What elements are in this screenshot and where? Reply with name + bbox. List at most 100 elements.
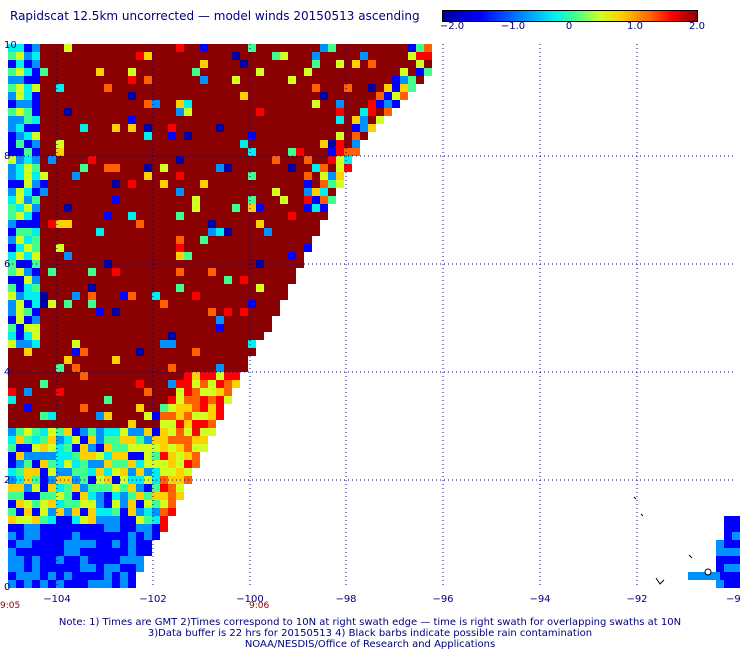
lat-label: 10 (4, 40, 17, 51)
swath-cell (288, 92, 296, 100)
swath-cell (240, 324, 248, 332)
swath-cell (8, 236, 16, 244)
swath-cell (48, 212, 56, 220)
swath-cell (192, 92, 200, 100)
swath-cell (224, 156, 232, 164)
swath-cell (16, 44, 24, 52)
swath-cell (64, 508, 72, 516)
swath-cell (336, 180, 344, 188)
swath-cell (88, 132, 96, 140)
swath-cell (208, 268, 216, 276)
swath-cell (152, 340, 160, 348)
swath-cell (96, 316, 104, 324)
swath-cell (72, 196, 80, 204)
swath-cell (64, 220, 72, 228)
swath-cell (16, 316, 24, 324)
swath-cell (88, 332, 96, 340)
swath-cell (120, 132, 128, 140)
swath-cell (128, 60, 136, 68)
swath-cell (64, 148, 72, 156)
swath-cell (232, 316, 240, 324)
swath-cell (144, 108, 152, 116)
swath-cell (24, 196, 32, 204)
swath-cell (104, 164, 112, 172)
swath-cell (24, 204, 32, 212)
coastline (633, 496, 712, 585)
swath-cell (144, 164, 152, 172)
swath-cell (72, 52, 80, 60)
swath-cell (200, 100, 208, 108)
swath-cell (120, 524, 128, 532)
swath-cell (176, 124, 184, 132)
swath-cell (64, 60, 72, 68)
swath-cell (120, 540, 128, 548)
swath-cell (336, 108, 344, 116)
swath-cell (32, 252, 40, 260)
swath-cell (360, 68, 368, 76)
swath-cell (40, 420, 48, 428)
swath-cell (176, 244, 184, 252)
swath-cell (48, 572, 56, 580)
swath-cell (168, 468, 176, 476)
swath-cell (64, 524, 72, 532)
swath-cell (112, 556, 120, 564)
swath-cell (80, 388, 88, 396)
swath-cell (208, 252, 216, 260)
swath-cell (240, 284, 248, 292)
swath-cell (296, 124, 304, 132)
swath-cell (224, 340, 232, 348)
swath-cell (88, 84, 96, 92)
swath-cell (168, 76, 176, 84)
swath-cell (24, 228, 32, 236)
swath-cell (48, 60, 56, 68)
swath-cell (72, 492, 80, 500)
swath-cell (96, 516, 104, 524)
colorbar-tick: 1.0 (627, 21, 643, 32)
swath-cell (200, 60, 208, 68)
swath-cell (16, 324, 24, 332)
swath-cell (8, 356, 16, 364)
swath-cell (344, 76, 352, 84)
swath-cell (176, 132, 184, 140)
swath-cell (376, 52, 384, 60)
swath-cell (56, 164, 64, 172)
swath-cell (352, 108, 360, 116)
swath-cell (80, 84, 88, 92)
swath-cell (104, 380, 112, 388)
swath-cell (200, 308, 208, 316)
swath-cell (192, 420, 200, 428)
swath-cell (48, 444, 56, 452)
swath-cell (40, 380, 48, 388)
swath-cell (344, 92, 352, 100)
swath-cell (48, 276, 56, 284)
swath-cell (8, 84, 16, 92)
swath-cell (288, 204, 296, 212)
swath-cell (272, 276, 280, 284)
swath-cell (224, 60, 232, 68)
swath-cell (256, 124, 264, 132)
swath-cell (64, 228, 72, 236)
swath-cell (424, 60, 432, 68)
swath-cell (72, 284, 80, 292)
swath-cell (96, 124, 104, 132)
swath-cell (88, 108, 96, 116)
swath-cell (8, 212, 16, 220)
swath-cell (88, 556, 96, 564)
swath-cell (16, 572, 24, 580)
swath-cell (296, 108, 304, 116)
swath-cell (88, 540, 96, 548)
swath-cell (104, 212, 112, 220)
lat-label: 2 (4, 475, 10, 486)
swath-cell (168, 276, 176, 284)
swath-cell (88, 300, 96, 308)
swath-cell (344, 132, 352, 140)
swath-cell (24, 356, 32, 364)
swath-cell (288, 44, 296, 52)
swath-cell (80, 316, 88, 324)
swath-cell (176, 68, 184, 76)
swath-cell (16, 308, 24, 316)
swath-cell (224, 92, 232, 100)
swath-cell (192, 412, 200, 420)
swath-cell (96, 388, 104, 396)
swath-cell (144, 236, 152, 244)
